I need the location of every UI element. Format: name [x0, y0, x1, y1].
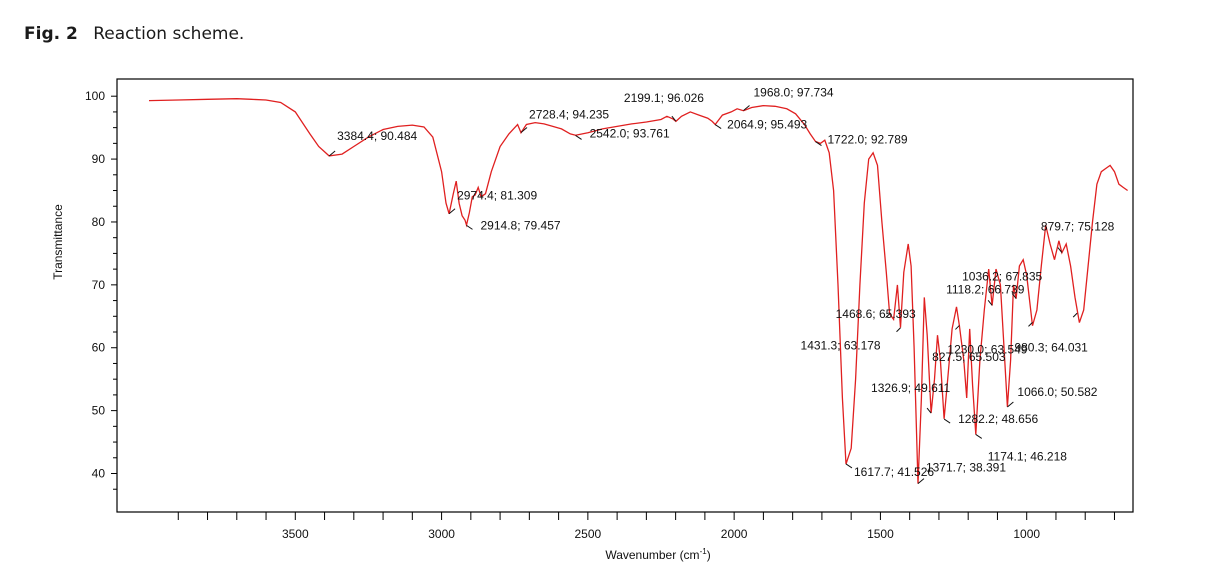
peak-annotation-label: 1036.2; 67.835: [962, 269, 1042, 283]
peak-annotation-label: 2199.1; 96.026: [624, 91, 704, 105]
peak-annotation-label: 2064.9; 95.493: [727, 118, 807, 132]
peak-annotation-leader: [943, 418, 951, 424]
peak-annotation-label: 1066.0; 50.582: [1017, 385, 1097, 399]
peak-annotation-leader: [1007, 401, 1014, 408]
y-tick-label: 70: [92, 278, 106, 292]
peak-annotation: 980.3; 64.031: [1014, 322, 1088, 354]
figure-caption: Fig. 2 Reaction scheme.: [24, 24, 244, 44]
peak-annotation: 1722.0; 92.789: [815, 133, 908, 147]
peak-annotation-leader: [520, 127, 528, 133]
peak-annotation: 2199.1; 96.026: [624, 91, 704, 122]
peak-annotation: 2914.8; 79.457: [466, 218, 561, 232]
series-line-transmittance: [148, 98, 1128, 484]
peak-annotation-leader: [743, 105, 750, 111]
peak-annotation: 1468.6; 65.393: [836, 307, 916, 321]
peak-annotation: 2974.4; 81.309: [448, 189, 537, 215]
y-tick-label: 80: [92, 215, 106, 229]
peak-annotation: 2728.4; 94.235: [520, 107, 609, 133]
peak-annotation-label: 1230.0; 63.549: [947, 342, 1027, 356]
peak-annotation-label: 1722.0; 92.789: [827, 133, 907, 147]
peak-annotation: 1431.3; 63.178: [801, 327, 901, 353]
y-axis: 40 50 60 70 80 90 100: [85, 89, 117, 490]
peak-annotation: 827.5; 65.503: [932, 312, 1078, 364]
peak-annotation-label: 1468.6; 65.393: [836, 307, 916, 321]
x-axis-label-close: ): [707, 548, 711, 562]
peak-annotation-leader: [448, 208, 456, 215]
peak-annotation-leader: [845, 463, 853, 469]
peak-annotation: 1326.9; 49.611: [871, 381, 951, 414]
peak-annotation: 3384.4; 90.484: [328, 129, 418, 157]
x-tick-label: 2500: [575, 527, 602, 541]
peak-annotation-label: 1371.7; 38.391: [926, 461, 1006, 475]
figure-caption-text: Reaction scheme.: [93, 24, 245, 44]
peak-annotation-leader: [1011, 293, 1017, 299]
peak-annotation-label: 2914.8; 79.457: [481, 218, 561, 232]
peak-annotation-leader: [987, 300, 993, 306]
peak-annotation-label: 1431.3; 63.178: [801, 339, 881, 353]
peak-annotation-leader: [466, 224, 473, 230]
peak-annotation-label: 1326.9; 49.611: [871, 381, 951, 395]
peak-annotation: 1066.0; 50.582: [1007, 385, 1098, 408]
y-axis-label: Transmittance: [51, 204, 65, 280]
peak-annotation: 1282.2; 48.656: [943, 412, 1039, 426]
x-tick-label: 1500: [867, 527, 894, 541]
peak-annotation: 1036.2; 67.835: [962, 269, 1043, 299]
peak-annotation-label: 980.3; 64.031: [1014, 340, 1088, 354]
y-tick-label: 90: [92, 152, 106, 166]
peak-annotation-label: 2728.4; 94.235: [529, 107, 609, 121]
plot-frame: [116, 78, 1134, 513]
x-tick-label: 1000: [1013, 527, 1040, 541]
peak-annotation: 1968.0; 97.734: [743, 85, 834, 111]
peak-annotation-leader: [885, 313, 890, 319]
peak-annotation-label: 879.7; 75.128: [1041, 220, 1115, 234]
peak-annotation-label: 827.5; 65.503: [932, 350, 1006, 364]
x-tick-label: 3000: [428, 527, 455, 541]
peak-annotation-label: 2542.0; 93.761: [590, 126, 670, 140]
peak-annotation-leader: [1072, 312, 1078, 318]
peak-annotation: 1371.7; 38.391: [917, 461, 1006, 485]
peak-annotations: 3384.4; 90.484 2974.4; 81.309 2914.8; 79.4…: [328, 85, 1115, 485]
peak-annotation: 1617.7; 41.526: [845, 463, 934, 479]
x-tick-label: 3500: [282, 527, 309, 541]
x-tick-label: 2000: [721, 527, 748, 541]
peak-annotation-leader: [815, 141, 822, 146]
peak-annotation-leader: [671, 115, 677, 122]
x-axis: 3500 3000 2500 2000 1500 1000: [177, 512, 1115, 541]
peak-annotation-label: 2974.4; 81.309: [457, 189, 537, 203]
peak-annotation: 1118.2; 66.739: [946, 282, 1025, 306]
peak-annotation-leader: [917, 478, 925, 485]
peak-annotation-leader: [714, 124, 722, 129]
peak-annotation-leader: [1057, 247, 1063, 253]
peak-annotation: 1230.0; 63.549: [947, 325, 1028, 356]
y-tick-label: 100: [85, 89, 105, 103]
peak-annotation-leader: [328, 150, 336, 157]
peak-annotation-leader: [575, 135, 582, 140]
peak-annotation-label: 1968.0; 97.734: [754, 85, 834, 99]
peak-annotation: 2064.9; 95.493: [714, 118, 808, 132]
peak-annotation: 1174.1; 46.218: [975, 433, 1068, 463]
peak-annotation-leader: [926, 407, 932, 414]
peak-annotation-label: 1174.1; 46.218: [988, 449, 1068, 463]
figure-label: Fig. 2: [24, 24, 78, 44]
x-axis-label-sup: -1: [700, 547, 708, 556]
x-axis-label: Wavenumber (cm-1): [605, 547, 710, 562]
peak-annotation-label: 1282.2; 48.656: [958, 412, 1038, 426]
y-tick-label: 50: [92, 404, 106, 418]
peak-annotation: 2542.0; 93.761: [575, 126, 670, 140]
y-tick-label: 40: [92, 467, 106, 481]
peak-annotation-leader: [896, 327, 901, 333]
peak-annotation-leader: [955, 325, 960, 330]
x-axis-label-main: Wavenumber (cm: [605, 548, 699, 562]
peak-annotation-label: 1617.7; 41.526: [854, 465, 934, 479]
peak-annotation-leader: [975, 433, 983, 439]
y-tick-label: 60: [92, 341, 106, 355]
peak-annotation-label: 3384.4; 90.484: [337, 129, 417, 143]
peak-annotation: 879.7; 75.128: [1041, 220, 1115, 253]
peak-annotation-label: 1118.2; 66.739: [946, 282, 1025, 296]
peak-annotation-leader: [1028, 322, 1033, 327]
